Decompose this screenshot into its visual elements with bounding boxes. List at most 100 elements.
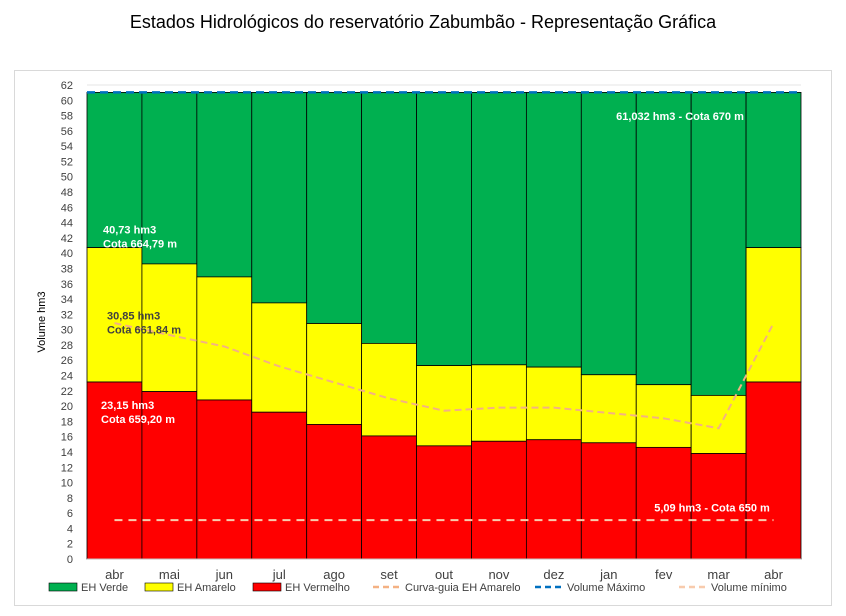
- x-tick-label: out: [435, 567, 453, 582]
- bar-eh-verde: [361, 92, 417, 344]
- annotation-guide: 30,85 hm3: [107, 311, 160, 323]
- y-axis-label: Volume hm3: [36, 291, 48, 352]
- x-tick-label: mar: [707, 567, 730, 582]
- y-tick-label: 42: [61, 233, 73, 245]
- lines-layer: [87, 91, 801, 522]
- x-tick-label: fev: [655, 567, 673, 582]
- x-tick-label: jan: [599, 567, 617, 582]
- annotations-layer: 61,032 hm3 - Cota 670 m 40,73 hm3 Cota 664…: [101, 111, 770, 514]
- y-tick-label: 32: [61, 309, 73, 321]
- legend-entry: EH Amarelo: [177, 582, 236, 594]
- bar-eh-vermelho: [690, 453, 747, 560]
- y-tick-label: 8: [67, 493, 73, 505]
- bar-eh-vermelho: [525, 439, 582, 560]
- bar-eh-vermelho: [196, 399, 253, 560]
- annotation-red: Cota 659,20 m: [101, 414, 175, 426]
- y-tick-label: 56: [61, 126, 73, 138]
- x-tick-label: jul: [272, 567, 286, 582]
- legend-entry: EH Vermelho: [285, 582, 350, 594]
- x-tick-label: nov: [488, 567, 509, 582]
- bar-eh-amarelo: [141, 263, 198, 392]
- y-tick-label: 54: [61, 141, 73, 153]
- y-tick-label: 62: [61, 80, 73, 92]
- legend-entry: Volume Máximo: [567, 582, 645, 594]
- bar-eh-vermelho: [141, 391, 198, 560]
- x-tick-label: abr: [764, 567, 783, 582]
- bar-eh-verde: [251, 92, 308, 304]
- y-tick-label: 22: [61, 386, 73, 398]
- bar-eh-amarelo: [745, 247, 802, 383]
- y-tick-label: 26: [61, 355, 73, 367]
- y-tick-label: 40: [61, 248, 73, 260]
- y-tick-label: 34: [61, 294, 73, 306]
- chart-frame: 0 2 4 6 8 10 12 14 16 18 20 22 24 26 28 30 32 34 36 38 40 42 4…: [14, 70, 832, 606]
- annotation-max: 61,032 hm3 - Cota 670 m: [616, 111, 744, 123]
- y-tick-label: 36: [61, 279, 73, 291]
- bars-layer: [86, 92, 802, 560]
- y-tick-label: 46: [61, 202, 73, 214]
- y-tick-label: 14: [61, 447, 73, 459]
- bar-eh-verde: [580, 92, 637, 376]
- y-tick-label: 28: [61, 340, 73, 352]
- y-tick-label: 0: [67, 554, 73, 566]
- x-tick-label: dez: [543, 567, 564, 582]
- y-tick-label: 50: [61, 172, 73, 184]
- axes-layer: 0246810121416182022242628303234363840424…: [36, 80, 801, 582]
- bar-eh-amarelo: [361, 343, 417, 437]
- annotation-min: 5,09 hm3 - Cota 650 m: [654, 503, 770, 515]
- bar-eh-vermelho: [306, 424, 363, 560]
- annotation-red: 23,15 hm3: [101, 400, 154, 412]
- bar-eh-amarelo: [580, 374, 637, 444]
- y-tick-label: 60: [61, 95, 73, 107]
- bar-eh-vermelho: [580, 442, 637, 560]
- bar-eh-verde: [86, 92, 143, 249]
- x-tick-label: ago: [323, 567, 345, 582]
- y-tick-label: 18: [61, 416, 73, 428]
- bar-eh-verde: [141, 92, 198, 265]
- chart-title: Estados Hidrológicos do reservatório Zab…: [129, 12, 717, 32]
- legend-entry: Volume mínimo: [711, 582, 787, 594]
- bar-eh-amarelo: [86, 247, 143, 383]
- legend-swatch: [252, 582, 282, 592]
- bar-eh-verde: [196, 92, 253, 278]
- bar-eh-verde: [306, 92, 363, 324]
- bar-eh-amarelo: [525, 366, 582, 441]
- bar-eh-vermelho: [251, 411, 308, 560]
- y-tick-label: 12: [61, 462, 73, 474]
- legend: EH Verde EH Amarelo EH Vermelho Curva-guia …: [48, 582, 787, 594]
- y-tick-label: 20: [61, 401, 73, 413]
- bar-eh-vermelho: [361, 435, 417, 560]
- x-tick-label: mai: [159, 567, 180, 582]
- y-tick-label: 10: [61, 478, 73, 490]
- chart-svg: 0246810121416182022242628303234363840424…: [36, 80, 802, 594]
- bar-eh-vermelho: [416, 445, 472, 560]
- y-tick-label: 48: [61, 187, 73, 199]
- x-tick-label: abr: [105, 567, 124, 582]
- y-tick-label: 52: [61, 156, 73, 168]
- annotation-yellow: Cota 664,79 m: [103, 238, 177, 250]
- bar-eh-vermelho: [471, 440, 527, 560]
- bar-eh-amarelo: [471, 364, 527, 442]
- y-tick-label: 44: [61, 218, 73, 230]
- bar-eh-verde: [745, 92, 802, 249]
- bar-eh-amarelo: [196, 276, 253, 401]
- annotation-yellow: 40,73 hm3: [103, 224, 156, 236]
- curva-guia-line: [114, 322, 775, 430]
- legend-swatch: [48, 582, 78, 592]
- bar-eh-verde: [471, 92, 527, 366]
- y-tick-label: 4: [67, 523, 73, 535]
- y-tick-label: 24: [61, 371, 73, 383]
- x-tick-label: set: [380, 567, 398, 582]
- bar-eh-verde: [416, 92, 472, 366]
- bar-eh-verde: [690, 92, 747, 396]
- y-tick-label: 30: [61, 325, 73, 337]
- legend-entry: Curva-guia EH Amarelo: [405, 582, 521, 594]
- bar-eh-amarelo: [251, 302, 308, 413]
- legend-swatch: [144, 582, 174, 592]
- bar-eh-verde: [635, 92, 692, 386]
- y-tick-label: 16: [61, 432, 73, 444]
- y-tick-label: 58: [61, 111, 73, 123]
- legend-entry: EH Verde: [81, 582, 128, 594]
- bar-eh-amarelo: [306, 323, 363, 425]
- y-tick-label: 2: [67, 539, 73, 551]
